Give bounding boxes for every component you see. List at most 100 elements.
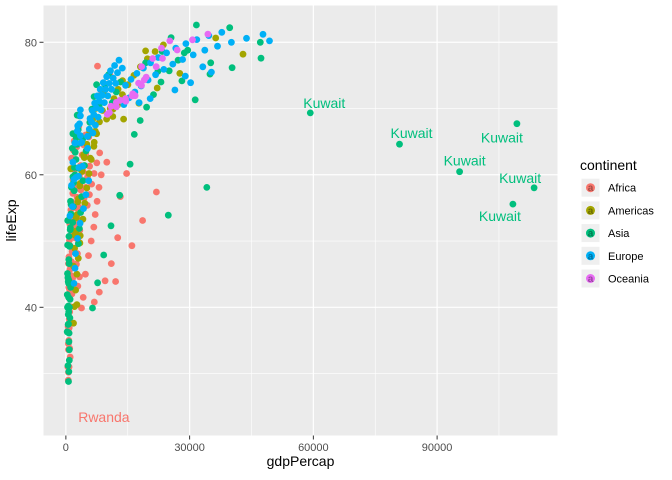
data-point-americas xyxy=(120,115,127,123)
data-point-americas xyxy=(73,270,81,278)
data-point-americas xyxy=(81,199,89,207)
legend-item-africa: a Africa xyxy=(581,178,637,197)
data-point-asia xyxy=(63,328,71,336)
data-point-europe xyxy=(181,72,189,80)
legend-item-americas: a Americas xyxy=(581,201,654,220)
data-point-asia xyxy=(257,54,265,62)
data-point-asia xyxy=(64,278,72,285)
data-point-africa xyxy=(93,197,101,205)
data-point-europe xyxy=(80,205,87,213)
data-point-europe xyxy=(92,121,99,129)
data-point-africa xyxy=(95,184,103,191)
data-point-oceania xyxy=(135,79,143,87)
data-point-europe xyxy=(108,85,115,93)
data-point-europe xyxy=(69,203,76,211)
data-point-europe xyxy=(96,85,104,93)
data-point-europe xyxy=(160,66,168,73)
data-point-europe xyxy=(114,69,121,77)
data-point-asia xyxy=(68,144,76,152)
data-point-americas xyxy=(80,154,88,162)
points-layer xyxy=(63,21,538,385)
data-point-europe xyxy=(266,37,273,45)
data-point-asia xyxy=(180,49,188,57)
data-point-africa xyxy=(91,211,99,218)
legend-item-europe: a Europe xyxy=(581,246,643,265)
data-point-americas xyxy=(70,319,77,327)
data-point-africa xyxy=(79,294,87,301)
data-point-europe xyxy=(104,92,112,100)
data-point-africa xyxy=(94,62,101,70)
legend-title: continent xyxy=(580,157,637,173)
legend-key-point xyxy=(586,205,595,215)
data-point-asia xyxy=(64,303,71,311)
y-axis: 40 60 80 xyxy=(25,37,44,314)
point-label-kuwait: Kuwait xyxy=(481,130,523,146)
data-point-africa xyxy=(90,223,98,231)
legend-item-label: Oceania xyxy=(608,274,650,286)
data-point-europe xyxy=(118,64,126,72)
data-point-asia xyxy=(203,184,211,191)
data-point-africa xyxy=(85,252,92,259)
legend-items: a Africa a Americas a Asia a Europe a Oceania xyxy=(581,178,654,288)
data-point-asia xyxy=(67,224,74,232)
legend-item-label: Americas xyxy=(608,205,654,217)
legend-key-a-glyph: a xyxy=(588,206,594,217)
data-point-asia xyxy=(64,321,72,328)
data-point-africa xyxy=(128,242,136,250)
data-point-europe xyxy=(94,113,102,121)
data-point-asia xyxy=(126,160,134,168)
data-point-europe xyxy=(66,212,74,220)
data-point-africa xyxy=(123,170,130,177)
data-point-asia xyxy=(509,200,517,208)
x-axis-tick-label: 60000 xyxy=(298,442,329,454)
data-point-oceania xyxy=(106,109,113,116)
data-point-americas xyxy=(72,286,79,294)
data-point-asia xyxy=(191,96,199,104)
data-point-asia xyxy=(70,187,78,195)
data-point-asia xyxy=(164,211,172,219)
data-point-europe xyxy=(93,92,101,100)
data-point-asia xyxy=(157,78,165,86)
data-point-asia xyxy=(65,356,73,364)
data-point-asia xyxy=(306,109,314,117)
data-point-europe xyxy=(127,76,135,83)
data-point-asia xyxy=(107,222,115,230)
data-point-europe xyxy=(84,144,91,152)
data-point-europe xyxy=(133,70,141,77)
legend-key-a-glyph: a xyxy=(588,251,594,262)
data-point-asia xyxy=(100,251,108,259)
x-axis-tick-label: 30000 xyxy=(174,442,205,454)
data-point-europe xyxy=(77,139,84,147)
data-point-asia xyxy=(256,38,264,46)
data-point-asia xyxy=(143,103,151,111)
data-point-africa xyxy=(97,171,105,179)
data-point-asia xyxy=(93,81,100,89)
data-point-oceania xyxy=(159,55,166,62)
data-point-americas xyxy=(90,138,98,146)
data-point-europe xyxy=(77,112,84,120)
data-point-americas xyxy=(73,301,81,308)
data-point-oceania xyxy=(113,103,120,111)
data-point-africa xyxy=(101,277,109,285)
data-point-africa xyxy=(93,159,101,167)
data-point-europe xyxy=(171,86,179,94)
data-point-americas xyxy=(176,70,184,77)
data-point-asia xyxy=(513,120,521,128)
data-point-europe xyxy=(111,62,118,69)
data-point-americas xyxy=(76,182,84,190)
data-point-asia xyxy=(193,21,200,29)
data-point-europe xyxy=(88,107,96,114)
data-point-oceania xyxy=(129,90,137,98)
legend-item-label: Europe xyxy=(608,251,643,263)
data-point-europe xyxy=(76,120,83,128)
legend-key-point xyxy=(586,228,595,238)
data-point-asia xyxy=(65,338,73,346)
point-label-rwanda: Rwanda xyxy=(78,409,130,425)
data-point-asia xyxy=(396,140,403,148)
point-label-kuwait: Kuwait xyxy=(390,125,432,141)
data-point-asia xyxy=(130,131,138,138)
annotations-layer: Kuwait Kuwait Kuwait Kuwait Kuwait Kuwait Rwan… xyxy=(78,95,541,425)
data-point-europe xyxy=(71,264,79,272)
data-point-oceania xyxy=(138,63,146,70)
